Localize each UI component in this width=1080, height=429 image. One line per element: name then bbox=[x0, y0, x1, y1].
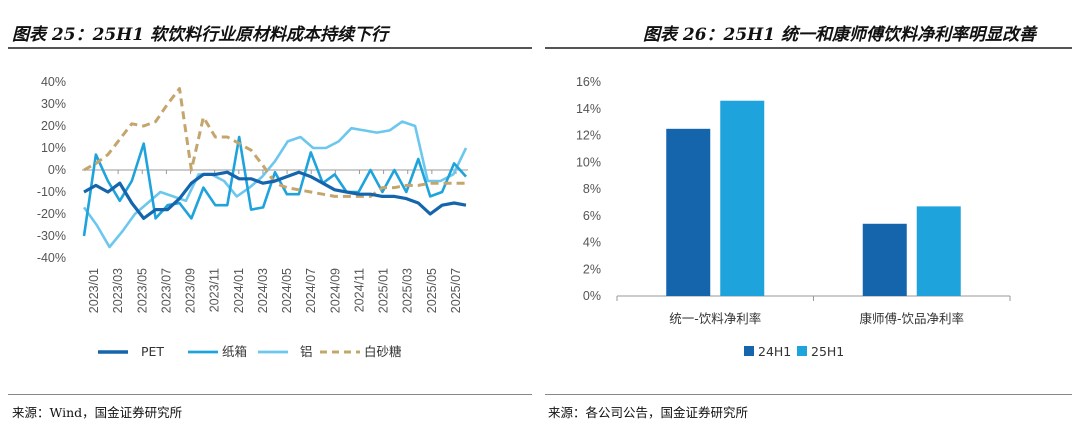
right-y-tick: 6% bbox=[583, 209, 601, 223]
left-title-rule bbox=[8, 47, 532, 49]
legend-swatch-25h1 bbox=[797, 346, 807, 356]
left-source-rule bbox=[8, 394, 532, 395]
right-legend: 24H1 25H1 bbox=[744, 344, 844, 359]
legend-label-aluminum: 铝 bbox=[300, 344, 313, 359]
left-x-tick-label: 2023/07 bbox=[159, 268, 173, 313]
right-y-tick: 10% bbox=[576, 155, 601, 169]
left-x-tick-label: 2024/05 bbox=[280, 268, 294, 313]
right-bar-chart: 16% 14% 12% 10% 8% 6% 4% 2% 0% 统一-饮料净利率 康师傅-饮品净利率… bbox=[576, 75, 1011, 359]
left-x-tick-label: 2023/11 bbox=[208, 268, 222, 312]
right-source-rule bbox=[545, 394, 1072, 395]
left-x-tick-label: 2024/03 bbox=[256, 268, 270, 313]
left-y-tick: 40% bbox=[41, 75, 66, 89]
left-x-tick-label: 2023/01 bbox=[87, 268, 101, 313]
bar-24h1-0 bbox=[666, 128, 711, 296]
left-line-chart: 40% 30% 20% 10% 0% -10% -20% -30% -40% 2023/01 20… bbox=[37, 75, 468, 359]
legend-label-24h1: 24H1 bbox=[758, 344, 791, 359]
left-source: 来源：Wind，国金证券研究所 bbox=[12, 405, 183, 420]
left-y-tick: 0% bbox=[48, 163, 66, 177]
right-y-tick: 14% bbox=[576, 102, 601, 116]
left-y-tick: 20% bbox=[41, 119, 66, 133]
left-x-tick-label: 2024/11 bbox=[352, 268, 366, 312]
left-x-tick-label: 2023/03 bbox=[111, 268, 125, 313]
right-y-tick: 12% bbox=[576, 129, 601, 143]
right-y-tick: 2% bbox=[583, 262, 601, 276]
series-line-pet bbox=[83, 170, 467, 220]
left-legend: PET 纸箱 铝 白砂糖 bbox=[98, 344, 402, 359]
left-x-tick-label: 2025/05 bbox=[425, 268, 439, 313]
left-x-tick-label: 2023/05 bbox=[135, 268, 149, 313]
left-chart-title: 图表 25：25H1 软饮料行业原材料成本持续下行 bbox=[12, 25, 389, 45]
left-x-tick-label: 2023/09 bbox=[184, 268, 198, 313]
left-x-tick-label: 2025/07 bbox=[449, 268, 463, 313]
left-x-tick-label: 2024/07 bbox=[304, 268, 318, 313]
left-x-tick-label: 2024/09 bbox=[328, 268, 342, 313]
series-line-aluminum bbox=[82, 120, 468, 249]
left-y-tick: -30% bbox=[37, 229, 66, 243]
right-y-tick: 8% bbox=[583, 182, 601, 196]
bar-25h1-1 bbox=[916, 206, 961, 296]
right-source: 来源：各公司公告，国金证券研究所 bbox=[548, 405, 749, 420]
left-x-tick-label: 2025/03 bbox=[401, 268, 415, 313]
legend-label-sugar: 白砂糖 bbox=[364, 344, 402, 359]
right-y-tick: 16% bbox=[576, 75, 601, 89]
left-x-tick-label: 2024/01 bbox=[232, 268, 246, 313]
left-x-tick-label: 2025/01 bbox=[377, 268, 391, 313]
left-y-tick: -10% bbox=[37, 185, 66, 199]
legend-label-25h1: 25H1 bbox=[811, 344, 844, 359]
left-y-tick: -20% bbox=[37, 207, 66, 221]
legend-label-carton: 纸箱 bbox=[222, 344, 247, 359]
left-y-tick: 30% bbox=[41, 97, 66, 111]
left-y-tick: 10% bbox=[41, 141, 66, 155]
right-y-tick: 0% bbox=[583, 289, 601, 303]
legend-label-pet: PET bbox=[141, 344, 164, 359]
right-category-label: 统一-饮料净利率 bbox=[669, 311, 761, 326]
right-chart-title: 图表 26：25H1 统一和康师傅饮料净利率明显改善 bbox=[642, 25, 1036, 45]
right-y-tick: 4% bbox=[583, 236, 601, 250]
series-line-carton bbox=[82, 135, 467, 237]
left-y-tick: -40% bbox=[37, 251, 66, 265]
bar-24h1-1 bbox=[862, 223, 907, 296]
right-category-label: 康师傅-饮品净利率 bbox=[859, 311, 964, 326]
legend-swatch-24h1 bbox=[744, 346, 754, 356]
bar-25h1-0 bbox=[720, 100, 765, 296]
series-line-sugar bbox=[83, 87, 466, 198]
right-title-rule bbox=[545, 47, 1072, 49]
